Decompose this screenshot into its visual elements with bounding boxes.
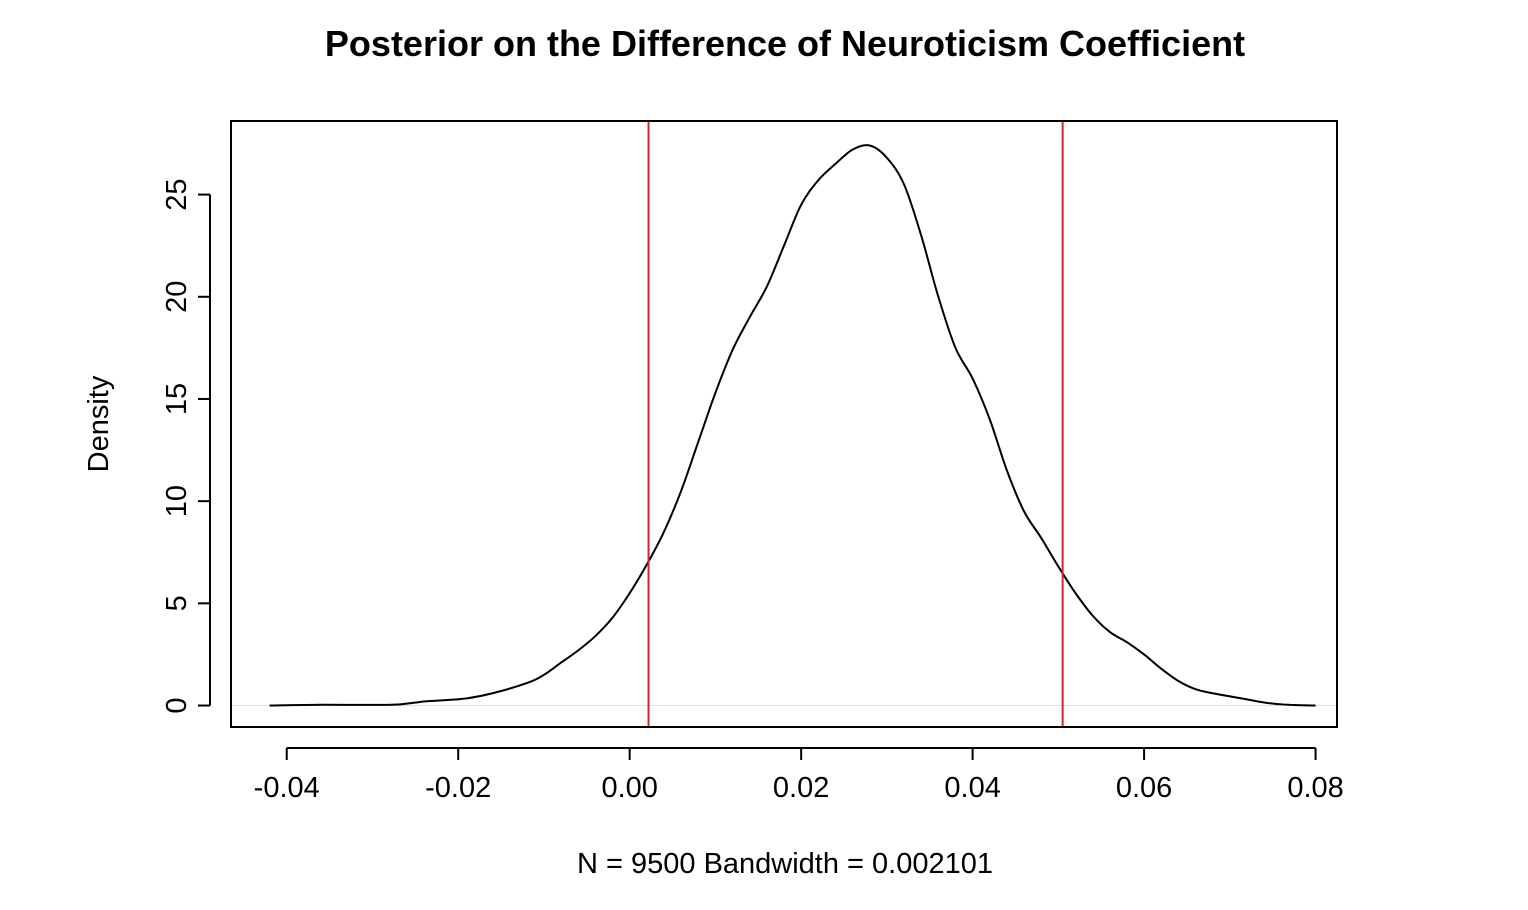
y-tick-label: 0 [161, 697, 193, 713]
x-tick-label: -0.04 [254, 772, 320, 804]
y-tick-label: 10 [161, 485, 193, 517]
axes: -0.04 -0.02 0.00 0.02 0.04 0.06 0.08 0 5 10 15 20 25 [161, 120, 1344, 804]
y-axis-label: Density [83, 375, 115, 472]
x-tick-label: -0.02 [425, 772, 491, 804]
x-tick-label: 0.02 [773, 772, 829, 804]
x-tick-label: 0.08 [1287, 772, 1343, 804]
chart-title: Posterior on the Difference of Neurotici… [325, 23, 1245, 64]
plot-area [231, 121, 1337, 727]
y-tick-label: 25 [161, 178, 193, 210]
density-curve [269, 144, 1316, 707]
y-tick-label: 5 [161, 595, 193, 611]
plot-frame [230, 120, 1338, 728]
x-tick-label: 0.00 [601, 772, 657, 804]
y-tick-label: 15 [161, 383, 193, 415]
y-tick-label: 20 [161, 281, 193, 313]
x-tick-label: 0.06 [1116, 772, 1172, 804]
x-axis-label: N = 9500 Bandwidth = 0.002101 [577, 848, 993, 880]
x-tick-label: 0.04 [944, 772, 1000, 804]
